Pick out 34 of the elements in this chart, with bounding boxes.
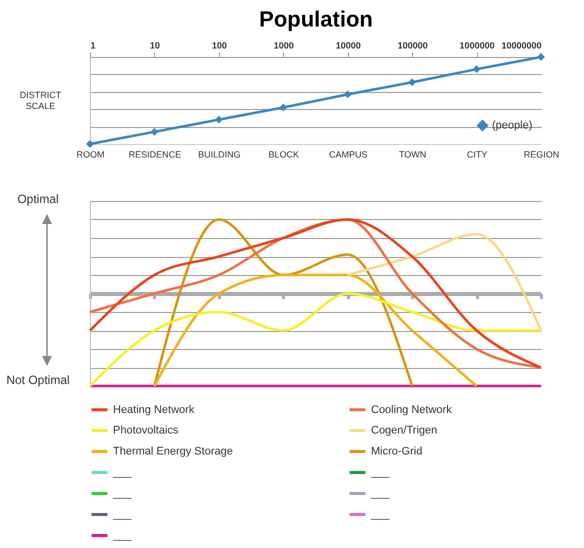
legend-label: ___ xyxy=(112,488,132,500)
text: Optimal xyxy=(17,192,59,206)
legend-label: Heating Network xyxy=(113,404,195,416)
x-tick-label: CAMPUS xyxy=(328,150,368,160)
x-tick-label: CITY xyxy=(466,150,488,160)
x2-tick-label: 1000 xyxy=(274,40,294,50)
x-tick-label: ROOM xyxy=(76,150,104,160)
legend-label: ___ xyxy=(112,466,132,478)
y-axis-title: DISTRICT SCALE xyxy=(20,90,62,111)
x2-axis-title: Population xyxy=(259,6,373,32)
legend-label: Thermal Energy Storage xyxy=(113,446,233,458)
legend-label: (people) xyxy=(492,120,532,132)
legend-label: ___ xyxy=(370,508,390,520)
legend-label: ___ xyxy=(112,530,132,542)
x2-tick-label: 1000000 xyxy=(460,40,495,50)
legend-label: Cooling Network xyxy=(371,404,452,416)
x2-tick-label: 10000 xyxy=(336,40,361,50)
text: Not Optimal xyxy=(6,373,70,387)
legend-label: Photovoltaics xyxy=(113,424,179,436)
x-tick-label: REGION xyxy=(524,150,560,160)
x2-tick-label: 100000 xyxy=(398,40,428,50)
legend-label: ___ xyxy=(370,466,390,478)
x2-tick-label: 1 xyxy=(90,40,96,50)
x-tick-label: TOWN xyxy=(398,150,426,160)
x-tick-label: RESIDENCE xyxy=(128,150,182,160)
legend-label: ___ xyxy=(370,488,390,500)
legend-label: Micro-Grid xyxy=(371,446,422,458)
x2-tick-label: 100 xyxy=(212,40,227,50)
x2-tick-label: 10 xyxy=(150,40,160,50)
legend-label: Cogen/Trigen xyxy=(371,424,438,436)
x2-tick-label: 10000000 xyxy=(501,40,542,50)
x-tick-label: BUILDING xyxy=(198,150,241,160)
x-tick-label: BLOCK xyxy=(268,150,300,160)
legend-label: ___ xyxy=(112,508,132,520)
